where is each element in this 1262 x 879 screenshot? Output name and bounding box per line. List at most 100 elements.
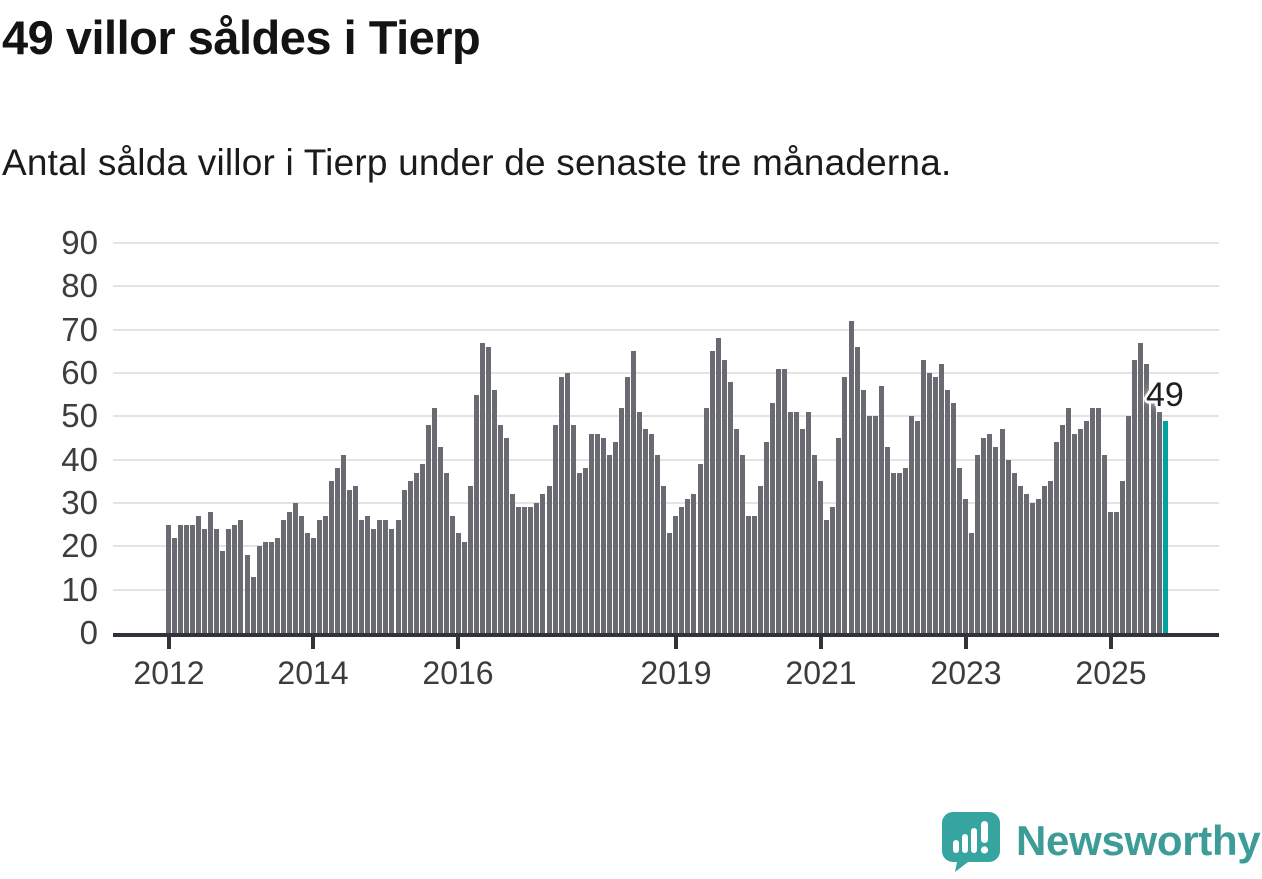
bar	[830, 507, 835, 633]
bar	[909, 416, 914, 633]
bar	[245, 555, 250, 633]
bar	[975, 455, 980, 633]
bar	[184, 525, 189, 633]
bar	[432, 408, 437, 633]
bar	[685, 499, 690, 633]
bar	[504, 438, 509, 633]
bar	[643, 429, 648, 633]
bar	[353, 486, 358, 633]
y-axis-label: 60	[61, 354, 98, 391]
bar	[347, 490, 352, 633]
bar	[963, 499, 968, 633]
y-axis-label: 50	[61, 397, 98, 435]
bar	[704, 408, 709, 633]
bar	[770, 403, 775, 633]
newsworthy-logo: Newsworthy	[940, 810, 1261, 872]
bar	[323, 516, 328, 633]
bar	[365, 516, 370, 633]
axis-tick	[964, 633, 968, 649]
bar	[836, 438, 841, 633]
bar	[981, 438, 986, 633]
bar	[806, 412, 811, 633]
bar	[383, 520, 388, 633]
chart-subtitle: Antal sålda villor i Tierp under de sena…	[2, 142, 952, 183]
bar	[818, 481, 823, 633]
bar	[897, 473, 902, 633]
bar	[311, 538, 316, 633]
bar	[1042, 486, 1047, 633]
bar	[957, 468, 962, 633]
bar	[263, 542, 268, 633]
y-axis-label: 70	[61, 310, 98, 348]
grid-line	[113, 545, 1219, 548]
bar	[1138, 343, 1143, 633]
bar	[426, 425, 431, 633]
bar	[486, 347, 491, 633]
bar	[752, 516, 757, 633]
bar	[861, 390, 866, 633]
bar	[1126, 416, 1131, 633]
bar	[927, 373, 932, 633]
bar	[251, 577, 256, 633]
bar	[571, 425, 576, 633]
bar	[921, 360, 926, 633]
grid-line	[113, 328, 1219, 331]
bar	[933, 377, 938, 633]
bar	[1120, 481, 1125, 633]
bar	[305, 533, 310, 633]
bar	[879, 386, 884, 633]
bar	[402, 490, 407, 633]
bar	[196, 516, 201, 633]
bar	[547, 486, 552, 633]
bar	[667, 533, 672, 633]
bar	[698, 464, 703, 633]
bar	[510, 494, 515, 633]
bar	[257, 546, 262, 633]
bar	[1114, 512, 1119, 633]
grid-line	[113, 588, 1219, 591]
bar	[1030, 503, 1035, 633]
bar	[842, 377, 847, 633]
highlight-bar	[1163, 421, 1168, 633]
bar	[1006, 460, 1011, 633]
grid-line	[113, 415, 1219, 418]
bar	[293, 503, 298, 633]
bar	[275, 538, 280, 633]
bar	[317, 520, 322, 633]
bar	[287, 512, 292, 633]
bar	[166, 525, 171, 633]
bar	[625, 377, 630, 633]
bar	[238, 520, 243, 633]
bar	[776, 369, 781, 633]
x-axis-label: 2023	[930, 655, 1002, 691]
bar	[728, 382, 733, 633]
bar	[607, 455, 612, 633]
bar	[414, 473, 419, 633]
bar	[214, 529, 219, 633]
grid-line	[113, 502, 1219, 504]
bar	[740, 455, 745, 633]
x-axis-label: 2016	[422, 655, 494, 691]
bar	[824, 520, 829, 633]
bar	[987, 434, 992, 633]
bar	[885, 447, 890, 633]
mini-bar-chart-icon	[953, 821, 989, 854]
grid-line	[113, 372, 1219, 374]
bar	[1078, 429, 1083, 633]
bar	[1054, 442, 1059, 633]
bar-chart: 0 10 20 30 40 50 60 70 80 90 2012 2014 2016 2019 2021…	[61, 224, 1219, 691]
y-axis-label: 30	[61, 484, 98, 521]
bar	[553, 425, 558, 633]
bar	[679, 507, 684, 633]
bar	[595, 434, 600, 633]
bar	[855, 347, 860, 633]
bar	[661, 486, 666, 633]
axis-tick	[456, 633, 460, 649]
bar	[220, 551, 225, 633]
bar	[673, 516, 678, 633]
bar	[800, 429, 805, 633]
bar	[716, 338, 721, 633]
bar	[226, 529, 231, 633]
bar	[782, 369, 787, 633]
bar	[1132, 360, 1137, 633]
